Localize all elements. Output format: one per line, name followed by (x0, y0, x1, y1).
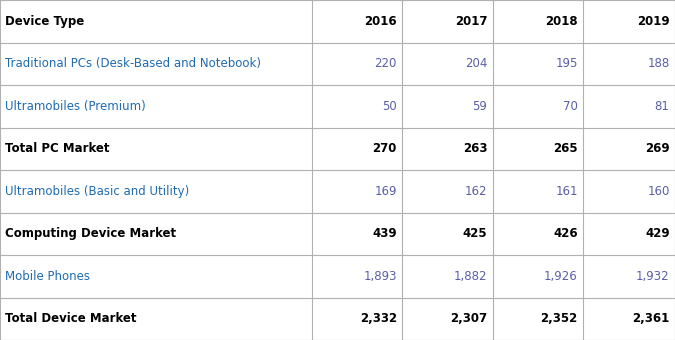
Text: Ultramobiles (Basic and Utility): Ultramobiles (Basic and Utility) (5, 185, 190, 198)
Text: 263: 263 (463, 142, 487, 155)
Text: 70: 70 (563, 100, 578, 113)
Text: Mobile Phones: Mobile Phones (5, 270, 90, 283)
Text: 2,307: 2,307 (450, 312, 487, 325)
Text: 188: 188 (647, 57, 670, 70)
Text: 2018: 2018 (545, 15, 578, 28)
Text: 195: 195 (556, 57, 578, 70)
Text: 2019: 2019 (637, 15, 670, 28)
Text: 81: 81 (655, 100, 670, 113)
Text: 269: 269 (645, 142, 670, 155)
Text: 439: 439 (373, 227, 397, 240)
Text: Device Type: Device Type (5, 15, 84, 28)
Text: 429: 429 (645, 227, 670, 240)
Text: 2,352: 2,352 (541, 312, 578, 325)
Text: 50: 50 (382, 100, 397, 113)
Text: 2016: 2016 (364, 15, 397, 28)
Text: Traditional PCs (Desk-Based and Notebook): Traditional PCs (Desk-Based and Notebook… (5, 57, 261, 70)
Text: 265: 265 (554, 142, 578, 155)
Text: 162: 162 (465, 185, 487, 198)
Text: 2,332: 2,332 (360, 312, 397, 325)
Text: Ultramobiles (Premium): Ultramobiles (Premium) (5, 100, 146, 113)
Text: 169: 169 (375, 185, 397, 198)
Text: 425: 425 (463, 227, 487, 240)
Text: 1,932: 1,932 (636, 270, 670, 283)
Text: 1,926: 1,926 (544, 270, 578, 283)
Text: Total PC Market: Total PC Market (5, 142, 110, 155)
Text: Computing Device Market: Computing Device Market (5, 227, 177, 240)
Text: 2017: 2017 (455, 15, 487, 28)
Text: 59: 59 (472, 100, 487, 113)
Text: 161: 161 (556, 185, 578, 198)
Text: 426: 426 (554, 227, 578, 240)
Text: 1,882: 1,882 (454, 270, 487, 283)
Text: 204: 204 (465, 57, 487, 70)
Text: 220: 220 (375, 57, 397, 70)
Text: 160: 160 (647, 185, 670, 198)
Text: 1,893: 1,893 (363, 270, 397, 283)
Text: 2,361: 2,361 (632, 312, 670, 325)
Text: 270: 270 (373, 142, 397, 155)
Text: Total Device Market: Total Device Market (5, 312, 137, 325)
